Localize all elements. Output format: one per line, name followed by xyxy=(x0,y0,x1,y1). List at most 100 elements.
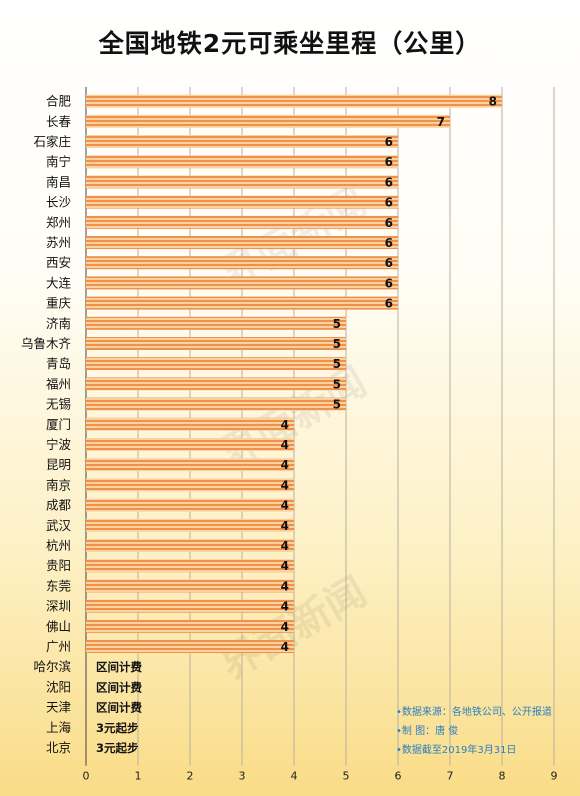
category-label: 成都 xyxy=(46,498,72,513)
x-tick-label: 1 xyxy=(135,770,142,783)
bar xyxy=(86,579,294,593)
data-label: 6 xyxy=(385,256,393,270)
fare-note: 区间计费 xyxy=(96,680,142,694)
data-label: 4 xyxy=(281,600,289,614)
x-tick-label: 9 xyxy=(551,770,558,783)
bar xyxy=(86,135,398,148)
data-label: 4 xyxy=(281,519,289,533)
category-label: 广州 xyxy=(46,639,71,654)
data-label: 4 xyxy=(281,478,289,492)
bar xyxy=(86,539,294,552)
data-label: 6 xyxy=(385,135,393,149)
x-tick-label: 7 xyxy=(447,770,454,783)
x-tick-label: 2 xyxy=(187,770,194,783)
category-label: 厦门 xyxy=(46,417,71,432)
category-label: 上海 xyxy=(46,720,72,735)
bar xyxy=(86,114,450,128)
data-label: 5 xyxy=(333,377,341,391)
bar xyxy=(86,337,346,350)
bar xyxy=(86,236,398,249)
category-label: 深圳 xyxy=(46,599,71,614)
x-tick-label: 5 xyxy=(343,770,350,783)
bar xyxy=(86,94,502,108)
bar xyxy=(86,215,398,229)
bar xyxy=(86,518,294,532)
date-note: •数据截至2019年3月31日 xyxy=(396,745,517,756)
bar xyxy=(86,438,294,451)
chart-title: 全国地铁2元可乘坐里程（公里） xyxy=(98,29,482,58)
category-label: 贵阳 xyxy=(46,558,71,573)
category-label: 武汉 xyxy=(46,518,72,533)
fare-note: 3元起步 xyxy=(96,721,139,735)
category-label: 北京 xyxy=(46,740,71,755)
category-label: 郑州 xyxy=(46,215,71,230)
bar xyxy=(86,559,294,573)
category-label: 南京 xyxy=(46,477,71,492)
data-label: 5 xyxy=(333,357,341,371)
bar xyxy=(86,316,346,330)
bar xyxy=(86,195,398,209)
data-label: 4 xyxy=(281,418,289,432)
category-label: 苏州 xyxy=(46,235,71,250)
category-label: 沈阳 xyxy=(46,679,71,694)
data-label: 6 xyxy=(385,297,393,311)
bar xyxy=(86,458,294,472)
bar xyxy=(86,498,294,512)
bar xyxy=(86,640,294,653)
x-tick-label: 6 xyxy=(395,770,402,783)
bar xyxy=(86,256,398,270)
category-label: 佛山 xyxy=(46,619,71,634)
category-label: 南昌 xyxy=(46,174,71,189)
bar xyxy=(86,175,398,189)
data-label: 6 xyxy=(385,155,393,169)
bar xyxy=(86,357,346,371)
category-label: 无锡 xyxy=(46,397,71,412)
category-label: 宁波 xyxy=(46,437,72,452)
x-tick-label: 4 xyxy=(291,770,298,783)
bar xyxy=(86,276,398,290)
category-label: 乌鲁木齐 xyxy=(21,336,72,351)
category-label: 福州 xyxy=(46,376,71,391)
category-label: 南宁 xyxy=(46,154,71,169)
data-label: 8 xyxy=(489,95,497,109)
data-label: 6 xyxy=(385,276,393,290)
category-label: 天津 xyxy=(46,700,71,715)
fare-note: 3元起步 xyxy=(96,741,139,755)
category-label: 大连 xyxy=(46,275,72,290)
data-label: 4 xyxy=(281,579,289,593)
category-label: 重庆 xyxy=(46,296,72,311)
author-note: •制 图：唐 俊 xyxy=(396,726,459,737)
data-label: 4 xyxy=(281,640,289,654)
x-tick-label: 3 xyxy=(239,770,246,783)
data-label: 5 xyxy=(333,317,341,331)
category-label: 石家庄 xyxy=(33,134,71,149)
category-label: 哈尔滨 xyxy=(33,659,71,674)
x-tick-label: 0 xyxy=(83,770,90,783)
bar xyxy=(86,377,346,391)
data-label: 6 xyxy=(385,175,393,189)
fare-note: 区间计费 xyxy=(96,701,142,715)
category-label: 济南 xyxy=(46,316,71,331)
data-label: 5 xyxy=(333,337,341,351)
data-label: 4 xyxy=(281,620,289,634)
data-label: 6 xyxy=(385,196,393,210)
data-label: 4 xyxy=(281,559,289,573)
category-label: 杭州 xyxy=(46,538,71,553)
category-label: 青岛 xyxy=(46,356,71,371)
category-label: 合肥 xyxy=(46,94,72,109)
data-label: 4 xyxy=(281,438,289,452)
category-label: 长春 xyxy=(46,114,72,129)
bar xyxy=(86,619,294,633)
category-label: 长沙 xyxy=(46,195,72,210)
data-label: 7 xyxy=(437,115,445,129)
data-label: 4 xyxy=(281,458,289,472)
data-label: 6 xyxy=(385,216,393,230)
x-tick-label: 8 xyxy=(499,770,506,783)
bar xyxy=(86,417,294,431)
bar xyxy=(86,478,294,492)
fare-note: 区间计费 xyxy=(96,660,142,674)
bar xyxy=(86,599,294,613)
bar xyxy=(86,155,398,169)
bar xyxy=(86,296,398,310)
